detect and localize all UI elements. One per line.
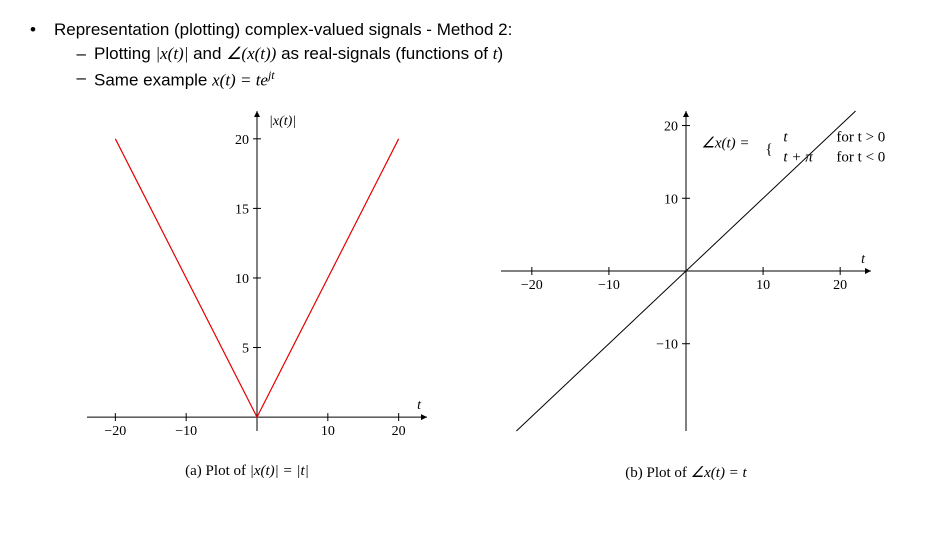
svg-text:20: 20 <box>664 119 678 134</box>
svg-text:{: { <box>765 141 772 157</box>
cap-b-prefix: (b) Plot of <box>625 465 690 481</box>
plot-a-caption: (a) Plot of |x(t)| = |t| <box>37 463 457 480</box>
line2-prefix: Same example <box>94 71 212 90</box>
svg-text:t + π: t + π <box>783 149 813 165</box>
dash-row-2: – Same example x(t) = tejt <box>30 68 908 91</box>
plot-a-svg: −20 −10 10 20 5 10 15 20 t |x(t)| <box>37 101 457 461</box>
svg-text:−10: −10 <box>175 424 197 439</box>
plots-row: −20 −10 10 20 5 10 15 20 t |x(t)| (a) Plot of |x(… <box>30 101 908 482</box>
svg-text:−20: −20 <box>521 278 543 293</box>
plot-a-container: −20 −10 10 20 5 10 15 20 t |x(t)| (a) Plot of |x(… <box>37 101 457 482</box>
svg-text:for t > 0: for t > 0 <box>836 129 885 145</box>
svg-text:5: 5 <box>242 341 249 356</box>
svg-text:t: t <box>861 252 866 267</box>
svg-text:10: 10 <box>321 424 335 439</box>
dash-glyph-2: – <box>54 68 94 88</box>
svg-text:|x(t)|: |x(t)| <box>269 114 296 129</box>
line1-suffix: as real-signals (functions of <box>276 44 492 63</box>
svg-text:10: 10 <box>235 272 249 287</box>
line2-text: Same example x(t) = tejt <box>94 68 275 91</box>
svg-text:10: 10 <box>664 192 678 207</box>
line1-prefix: Plotting <box>94 44 155 63</box>
header-bullet-row: • Representation (plotting) complex-valu… <box>30 20 908 40</box>
cap-a-eq: |x(t)| = |t| <box>250 463 309 479</box>
plot-b-container: −20 −10 10 20 −10 10 20 t ∠x(t) = { t for t > 0 t +… <box>471 101 901 482</box>
plot-b-caption: (b) Plot of ∠x(t) = t <box>471 463 901 482</box>
svg-text:t: t <box>417 398 422 413</box>
svg-text:20: 20 <box>833 278 847 293</box>
svg-text:10: 10 <box>756 278 770 293</box>
svg-text:−10: −10 <box>656 337 678 352</box>
bullet-glyph: • <box>30 20 54 40</box>
plot-b-svg: −20 −10 10 20 −10 10 20 t ∠x(t) = { t for t > 0 t +… <box>471 101 901 461</box>
jt-sup: jt <box>268 68 275 82</box>
abs-xt-1: |x(t)| <box>155 44 188 63</box>
svg-text:20: 20 <box>392 424 406 439</box>
cap-a-prefix: (a) Plot of <box>185 463 250 479</box>
line1-end: ) <box>497 44 503 63</box>
dash-row-1: – Plotting |x(t)| and ∠(x(t)) as real-si… <box>30 44 908 64</box>
header-title: Representation (plotting) complex-valued… <box>54 20 512 40</box>
xt-eq: x(t) = te <box>212 71 268 90</box>
svg-text:−10: −10 <box>598 278 620 293</box>
svg-text:15: 15 <box>235 202 249 217</box>
svg-text:for t < 0: for t < 0 <box>836 149 885 165</box>
line1-mid: and <box>188 44 226 63</box>
svg-text:−20: −20 <box>104 424 126 439</box>
line1-text: Plotting |x(t)| and ∠(x(t)) as real-sign… <box>94 44 503 64</box>
svg-text:20: 20 <box>235 132 249 147</box>
dash-glyph-1: – <box>54 44 94 64</box>
cap-b-eq: ∠x(t) = t <box>691 465 747 481</box>
angle-xt-1: ∠(x(t)) <box>226 44 276 63</box>
svg-text:∠x(t) =: ∠x(t) = <box>701 135 749 151</box>
svg-text:t: t <box>783 129 788 145</box>
